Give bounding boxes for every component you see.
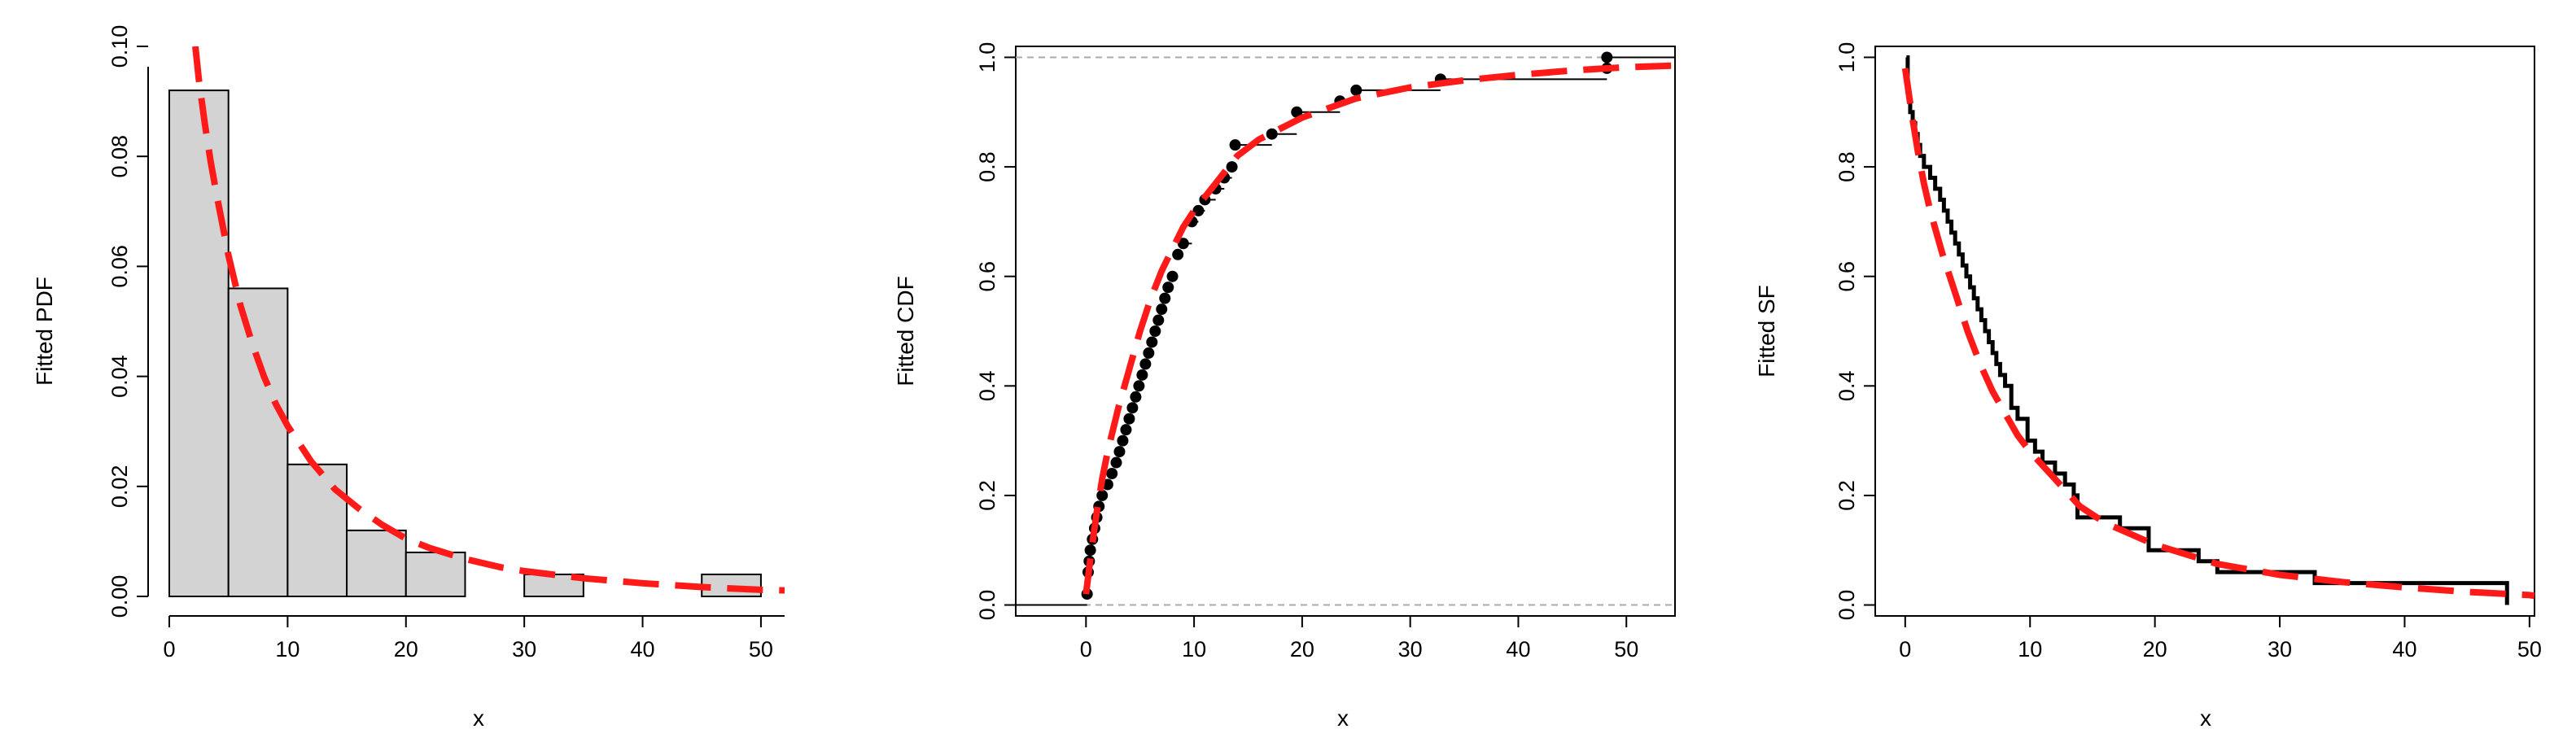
histogram-bar xyxy=(168,90,230,597)
ecdf-point xyxy=(1266,128,1278,140)
pdf-y-tick-label: 0.02 xyxy=(107,465,132,509)
cdf-y-tick-label: 0.8 xyxy=(975,151,999,182)
pdf-x-tick-label: 50 xyxy=(749,637,773,661)
pdf-y-tick-label: 0.08 xyxy=(107,135,132,178)
ecdf-point xyxy=(1172,248,1184,260)
cdf-x-ticks: 0 10 20 30 40 50 xyxy=(1080,616,1638,661)
ecdf-point xyxy=(1229,139,1241,151)
ecdf-point xyxy=(1159,292,1171,304)
ecdf-point xyxy=(1146,336,1158,348)
cdf-plot-layer xyxy=(1016,51,1676,606)
sf-x-axis-label: x xyxy=(2200,705,2211,731)
sf-y-tick-label: 0.6 xyxy=(1835,261,1859,292)
sf-x-tick-label: 20 xyxy=(2143,637,2167,661)
sf-x-tick-label: 0 xyxy=(1899,637,1911,661)
cdf-y-ticks: 0.0 0.2 0.4 0.6 0.8 1.0 xyxy=(975,42,1016,621)
pdf-x-tick-label: 30 xyxy=(512,637,536,661)
pdf-y-axis-label: Fitted PDF xyxy=(32,277,57,386)
histogram-bar xyxy=(286,463,348,598)
ecdf-point xyxy=(1133,380,1145,392)
sf-panel: 0 10 20 30 40 50 0.0 0.2 0.4 0.6 0.8 1.0 x Fitted … xyxy=(1754,42,2542,731)
sf-x-ticks: 0 10 20 30 40 50 xyxy=(1899,616,2542,661)
ecdf-point xyxy=(1106,468,1118,479)
cdf-fitted-curve xyxy=(1082,62,1676,595)
cdf-x-tick-label: 50 xyxy=(1614,637,1638,661)
ecdf-point xyxy=(1350,84,1362,96)
pdf-x-tick-label: 40 xyxy=(631,637,655,661)
cdf-x-tick-label: 40 xyxy=(1506,637,1530,661)
sf-x-tick-label: 40 xyxy=(2392,637,2416,661)
ecdf-point xyxy=(1291,106,1303,118)
cdf-y-tick-label: 0.4 xyxy=(975,371,999,402)
cdf-y-tick-label: 0.0 xyxy=(975,590,999,621)
cdf-y-tick-label: 1.0 xyxy=(975,42,999,73)
ecdf-point xyxy=(1601,51,1613,63)
sf-y-axis-label: Fitted SF xyxy=(1754,285,1779,378)
ecdf-point xyxy=(1110,456,1122,469)
pdf-panel: 0 10 20 30 40 50 0.00 0.02 0.04 0.06 0.08 0.10 x F… xyxy=(32,25,785,731)
pdf-y-tick-label: 0.10 xyxy=(107,25,132,68)
ecdf-point xyxy=(1149,325,1161,337)
ecdf-point xyxy=(1130,391,1142,403)
cdf-plot-box xyxy=(1015,46,1676,617)
pdf-x-tick-label: 10 xyxy=(275,637,300,661)
pdf-x-axis-label: x xyxy=(473,705,484,731)
cdf-x-axis-label: x xyxy=(1337,705,1349,731)
sf-fitted-curve xyxy=(1901,68,2535,600)
histogram-bar xyxy=(405,551,466,597)
ecdf-point xyxy=(1136,369,1148,381)
sf-x-tick-label: 10 xyxy=(2018,637,2042,661)
ecdf-point xyxy=(1126,402,1139,414)
ecdf-point xyxy=(1120,424,1132,436)
sf-plot-box xyxy=(1874,46,2535,617)
cdf-y-tick-label: 0.2 xyxy=(975,480,999,511)
cdf-x-tick-label: 10 xyxy=(1182,637,1206,661)
pdf-y-tick-label: 0.04 xyxy=(107,355,132,398)
pdf-x-tick-label: 0 xyxy=(163,637,175,661)
pdf-y-tick-label: 0.06 xyxy=(107,245,132,288)
sf-y-tick-label: 0.2 xyxy=(1835,480,1859,511)
sf-y-tick-label: 0.4 xyxy=(1835,371,1859,402)
pdf-plot-layer xyxy=(168,46,785,598)
ecdf-point xyxy=(1084,544,1096,557)
cdf-x-tick-label: 30 xyxy=(1398,637,1423,661)
ecdf-point xyxy=(1117,434,1129,447)
pdf-x-ticks: 0 10 20 30 40 50 xyxy=(163,616,773,661)
ecdf-point xyxy=(1143,347,1155,359)
ecdf-point xyxy=(1166,270,1179,282)
sf-x-tick-label: 30 xyxy=(2268,637,2292,661)
ecdf-point xyxy=(1177,238,1189,250)
pdf-x-tick-label: 20 xyxy=(394,637,418,661)
ecdf-point xyxy=(1152,314,1165,326)
cdf-y-axis-label: Fitted CDF xyxy=(893,276,918,386)
cdf-x-tick-label: 20 xyxy=(1290,637,1314,661)
sf-y-tick-label: 0.8 xyxy=(1835,151,1859,182)
cdf-panel: 0 10 20 30 40 50 0.0 0.2 0.4 0.6 0.8 1.0 x Fitted … xyxy=(893,42,1676,731)
ecdf-point xyxy=(1123,413,1135,425)
ecdf-point xyxy=(1139,358,1152,370)
histogram-bar xyxy=(227,287,289,597)
cdf-x-tick-label: 0 xyxy=(1080,637,1092,661)
sf-plot-layer xyxy=(1901,55,2535,605)
ecdf-point xyxy=(1113,446,1126,458)
ecdf-point xyxy=(1162,282,1174,294)
sf-y-tick-label: 0.0 xyxy=(1835,590,1859,621)
histogram-bar xyxy=(346,529,407,598)
ecdf-point xyxy=(1226,161,1238,173)
sf-x-tick-label: 50 xyxy=(2517,637,2542,661)
pdf-fitted-curve xyxy=(192,46,785,594)
pdf-y-ticks: 0.00 0.02 0.04 0.06 0.08 0.10 xyxy=(107,25,148,618)
sf-y-ticks: 0.0 0.2 0.4 0.6 0.8 1.0 xyxy=(1835,42,1875,621)
cdf-y-tick-label: 0.6 xyxy=(975,261,999,292)
ecdf-point xyxy=(1156,303,1168,316)
pdf-y-tick-label: 0.00 xyxy=(107,575,132,618)
ecdf-point xyxy=(1096,489,1109,501)
sf-step-line xyxy=(1905,55,2509,605)
sf-y-tick-label: 1.0 xyxy=(1835,42,1859,73)
